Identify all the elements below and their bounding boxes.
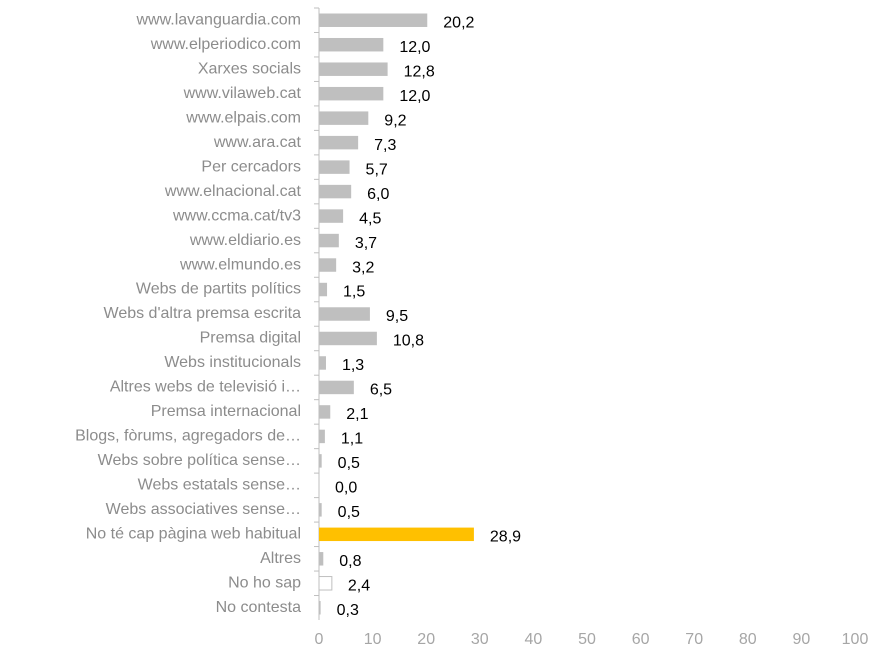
value-label: 0,8 [339, 553, 361, 570]
bar [319, 135, 359, 150]
bar [319, 503, 322, 517]
y-tick-label: Webs de partits polítics [136, 281, 301, 298]
y-tick-label: Webs sobre política sense… [98, 452, 301, 469]
value-label: 3,2 [352, 259, 374, 276]
value-label: 20,2 [443, 14, 474, 31]
y-tick-label: No té cap pàgina web habitual [86, 526, 301, 543]
y-tick-label: www.lavanguardia.com [135, 11, 301, 28]
y-tick-label: www.ccma.cat/tv3 [172, 207, 301, 224]
value-label: 7,3 [374, 137, 396, 154]
x-tick-label: 80 [739, 631, 757, 648]
x-tick-label: 10 [364, 631, 382, 648]
value-label: 4,5 [359, 210, 381, 227]
value-label: 6,0 [367, 186, 389, 203]
bar [319, 527, 474, 542]
bar [319, 405, 331, 419]
y-tick-label: Webs estatals sense… [138, 477, 301, 494]
bar [319, 454, 322, 468]
y-tick-label: No ho sap [228, 574, 301, 591]
bar [319, 86, 384, 101]
value-label: 0,0 [335, 480, 357, 497]
x-tick-label: 60 [632, 631, 650, 648]
x-tick-label: 30 [471, 631, 489, 648]
bar [319, 160, 350, 174]
bar [319, 13, 428, 27]
y-tick-label: Per cercadors [201, 158, 301, 175]
bar [319, 209, 344, 223]
value-label: 2,4 [348, 577, 370, 594]
value-label: 1,1 [341, 431, 363, 448]
y-tick-label: Altres [260, 550, 301, 567]
value-label: 10,8 [393, 333, 424, 350]
bar [319, 380, 354, 395]
y-tick-label: www.vilaweb.cat [183, 85, 302, 102]
x-tick-label: 50 [578, 631, 596, 648]
bar [319, 552, 324, 566]
y-tick-label: Premsa digital [200, 330, 301, 347]
bar [319, 233, 339, 248]
y-tick-label: www.elperiodico.com [150, 36, 301, 53]
bar [319, 282, 328, 297]
bar [319, 258, 337, 272]
bar [319, 111, 369, 125]
value-label: 0,3 [337, 602, 359, 619]
value-label: 9,5 [386, 308, 408, 325]
value-label: 1,5 [343, 284, 365, 301]
value-label: 1,3 [342, 357, 364, 374]
value-label: 9,2 [384, 112, 406, 129]
value-label: 3,7 [355, 235, 377, 252]
x-tick-label: 0 [315, 631, 324, 648]
value-label: 12,0 [399, 39, 430, 56]
x-tick-label: 70 [685, 631, 703, 648]
y-tick-label: Webs institucionals [164, 354, 301, 371]
y-tick-label: Webs associatives sense… [106, 501, 301, 518]
bar [319, 62, 388, 76]
value-label: 6,5 [370, 382, 392, 399]
bar [319, 37, 384, 52]
y-tick-label: Blogs, fòrums, agregadors de… [75, 428, 301, 445]
value-label: 12,8 [404, 63, 435, 80]
value-label: 0,5 [338, 504, 360, 521]
x-tick-label: 40 [525, 631, 543, 648]
y-tick-label: Altres webs de televisió i… [110, 379, 301, 396]
x-tick-label: 90 [793, 631, 811, 648]
y-tick-label: www.ara.cat [213, 134, 302, 151]
value-label: 0,5 [338, 455, 360, 472]
value-label: 2,1 [346, 406, 368, 423]
bar [319, 184, 352, 199]
value-label: 12,0 [399, 88, 430, 105]
y-tick-label: Xarxes socials [198, 60, 301, 77]
value-label: 28,9 [490, 529, 521, 546]
y-tick-label: No contesta [216, 599, 301, 616]
bar [319, 307, 370, 321]
bar [319, 429, 325, 444]
bar [319, 601, 321, 615]
x-tick-label: 100 [842, 631, 869, 648]
y-tick-label: www.elpais.com [185, 109, 301, 126]
bar [318, 576, 333, 591]
value-label: 5,7 [366, 161, 388, 178]
y-tick-label: www.elmundo.es [179, 256, 301, 273]
x-tick-label: 20 [417, 631, 435, 648]
y-tick-label: Webs d'altra premsa escrita [104, 305, 302, 322]
y-tick-label: Premsa internacional [151, 403, 301, 420]
bar [319, 356, 326, 370]
y-tick-label: www.elnacional.cat [164, 183, 302, 200]
y-tick-label: www.eldiario.es [189, 232, 301, 249]
bar [319, 331, 377, 346]
